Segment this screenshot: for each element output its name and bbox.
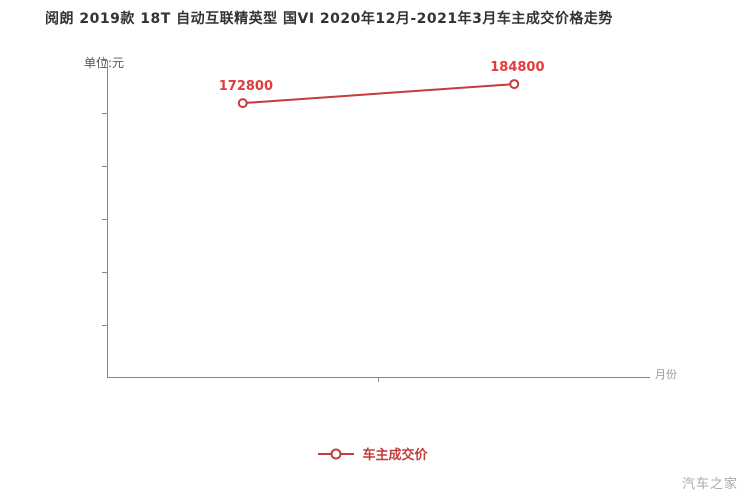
watermark-logo: 汽车之家 [681,477,738,492]
y-axis [102,60,108,378]
page-title: 阅朗 2019款 18T 自动互联精英型 国VI 2020年12月-2021年3… [45,11,613,27]
x-axis [107,377,650,382]
legend[interactable]: 车主成交价 [0,444,744,463]
legend-line-marker-icon [318,448,355,459]
x-axis-label: 月份 [655,368,677,381]
point-value-label: 184800 [490,60,545,76]
data-point-marker[interactable] [509,79,520,90]
trend-line [242,83,515,105]
legend-label: 车主成交价 [362,448,428,463]
y-axis-unit-label: 单位:元 [84,56,125,70]
point-value-label: 172800 [218,79,274,95]
data-point-marker[interactable] [237,98,248,109]
